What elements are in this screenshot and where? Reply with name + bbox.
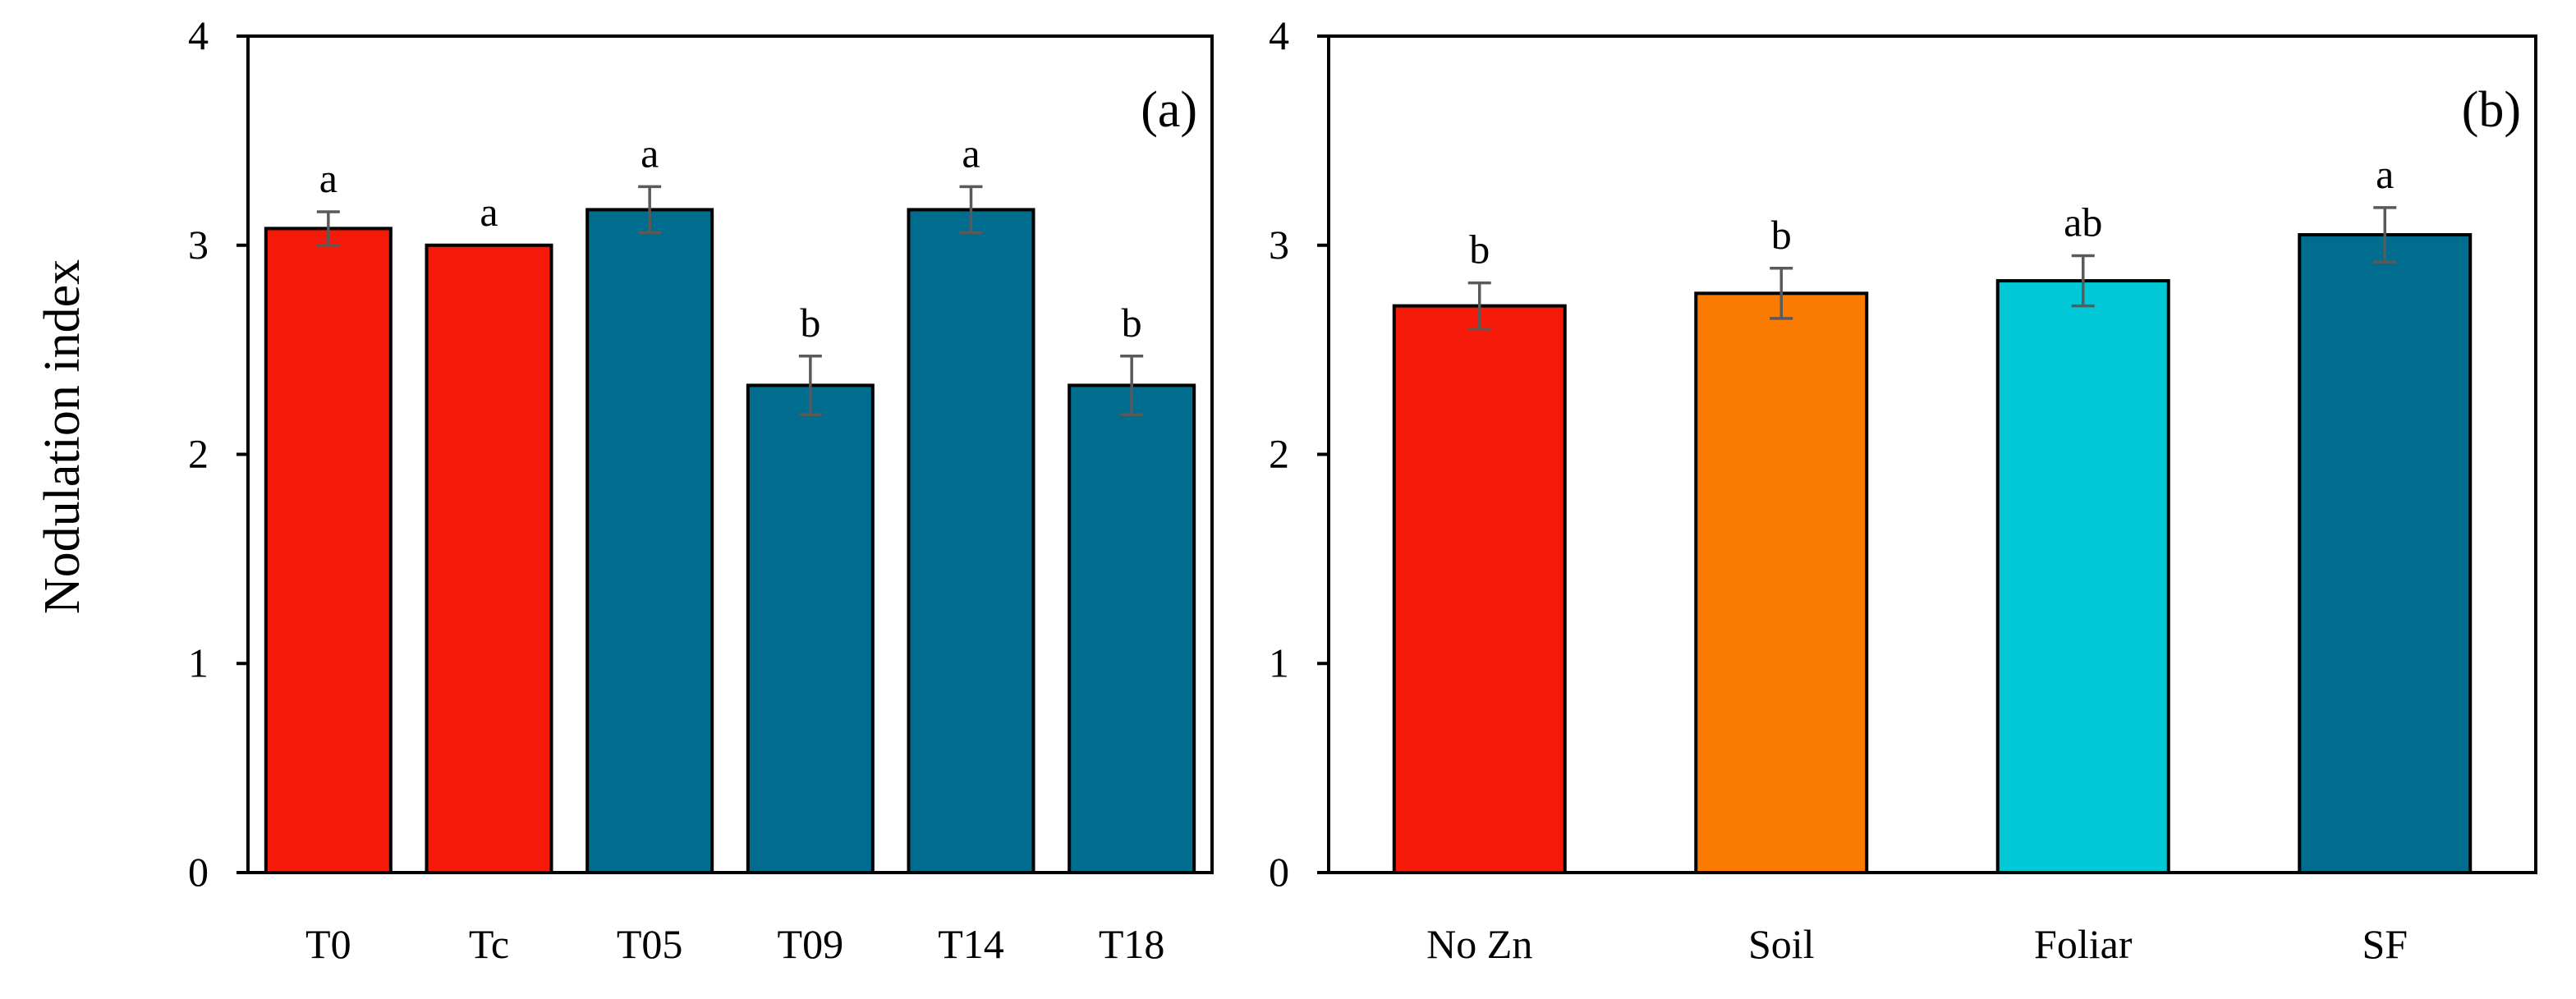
- y-tick-label: 4: [1269, 12, 1289, 58]
- y-tick-label: 0: [1269, 849, 1289, 895]
- significance-letter: ab: [2064, 199, 2102, 245]
- significance-letter: a: [319, 155, 337, 201]
- significance-letter: a: [962, 130, 980, 176]
- x-tick-label: Tc: [469, 921, 509, 967]
- y-tick-label: 0: [188, 849, 209, 895]
- bar-no-zn: [1392, 304, 1567, 874]
- bar-foliar: [1995, 279, 2170, 874]
- significance-letter: b: [800, 300, 820, 346]
- bar-t18: [1068, 383, 1196, 874]
- panel-label: (b): [2462, 82, 2521, 138]
- bar-tc: [425, 243, 553, 874]
- panel-a: 0 1 2 3 4 a T0 a Tc a T05 b T09 a T14 b T18 (a): [188, 12, 1214, 967]
- bar-soil: [1694, 291, 1869, 874]
- significance-letter: b: [1771, 212, 1792, 258]
- bar-t05: [585, 208, 714, 874]
- panel-label: (a): [1141, 82, 1197, 138]
- bar-sf: [2298, 233, 2473, 874]
- bar-t14: [907, 208, 1035, 874]
- x-tick-label: T14: [938, 921, 1004, 967]
- plot-frame: [246, 34, 1214, 874]
- y-tick-label: 3: [188, 222, 209, 268]
- significance-letter: a: [480, 189, 498, 235]
- bar-t0: [264, 227, 393, 874]
- x-tick-label: T18: [1099, 921, 1165, 967]
- x-tick-label: T09: [778, 921, 844, 967]
- significance-letter: b: [1469, 227, 1490, 273]
- panel-b: 0 1 2 3 4 b No Zn b Soil ab Foliar a SF (b): [1269, 12, 2537, 967]
- significance-letter: a: [2376, 151, 2394, 197]
- y-axis-title: Nodulation index: [34, 259, 90, 614]
- x-tick-label: SF: [2362, 921, 2408, 967]
- x-tick-label: Foliar: [2034, 921, 2133, 967]
- y-tick-label: 4: [188, 12, 209, 58]
- y-tick-label: 1: [188, 639, 209, 685]
- y-tick-label: 2: [1269, 431, 1289, 477]
- y-tick-label: 3: [1269, 222, 1289, 268]
- x-tick-label: Soil: [1748, 921, 1815, 967]
- significance-letter: a: [641, 130, 659, 176]
- x-tick-label: T05: [617, 921, 683, 967]
- significance-letter: b: [1122, 300, 1142, 346]
- x-tick-label: No Zn: [1426, 921, 1532, 967]
- bar-t09: [746, 383, 875, 874]
- y-tick-label: 1: [1269, 639, 1289, 685]
- x-tick-label: T0: [305, 921, 351, 967]
- y-tick-label: 2: [188, 431, 209, 477]
